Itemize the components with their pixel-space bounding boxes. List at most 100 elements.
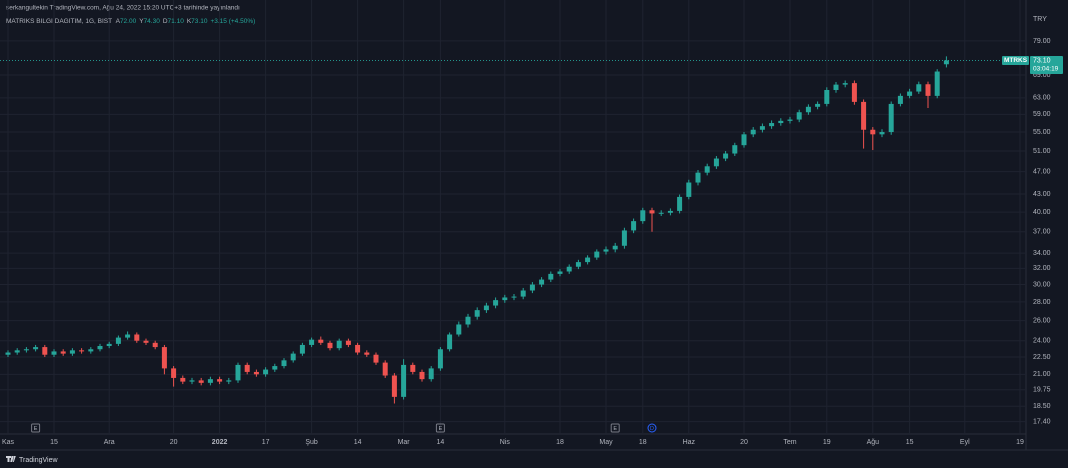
candle-body (23, 349, 29, 351)
candles (5, 56, 949, 404)
x-tick-label: Nis (500, 439, 511, 446)
candle-body (778, 120, 784, 124)
publisher: serkangultekin TradingView.com, Ağu 24, … (6, 5, 240, 12)
brand-name: TradingView (19, 457, 58, 464)
candle-body (842, 83, 848, 85)
y-tick-label: 55.00 (1033, 129, 1051, 136)
candle-body (677, 196, 683, 211)
candle-body (493, 300, 499, 306)
x-tick-label: Ağu (867, 439, 880, 446)
candle-body (649, 210, 655, 214)
y-tick-label: 34.00 (1033, 250, 1051, 257)
candle-body (667, 210, 673, 213)
candle-body (299, 344, 305, 354)
candle-body (152, 342, 158, 348)
candle-body (382, 362, 388, 376)
candle-body (428, 368, 434, 380)
event-marker (610, 423, 620, 433)
candle-body (502, 297, 508, 301)
candle-body (198, 380, 204, 383)
candle-body (456, 324, 462, 335)
candle-body (14, 350, 20, 353)
x-tick-label: 17 (262, 439, 270, 446)
candle-body (465, 316, 471, 325)
candle-body (235, 364, 241, 381)
y-tick-label: 79.00 (1033, 38, 1051, 45)
candle-body (401, 364, 407, 397)
x-tick-label: 14 (437, 439, 445, 446)
x-tick-label: 19 (823, 439, 831, 446)
candle-body (640, 210, 646, 222)
legend-key: D (163, 18, 168, 25)
candle-body (373, 354, 379, 363)
candle-body (125, 334, 131, 338)
legend-value: 72.00 (120, 18, 137, 25)
y-tick-label: 18.50 (1033, 403, 1051, 410)
candle-body (529, 284, 535, 291)
candle-body (281, 360, 287, 367)
legend-value: 73.10 (191, 18, 208, 25)
candle-body (327, 342, 333, 349)
candle-body (870, 129, 876, 135)
y-tick-label: 24.00 (1033, 338, 1051, 345)
x-tick-label: Mar (398, 439, 411, 446)
candle-body (272, 366, 278, 370)
y-tick-label: 69.00 (1033, 72, 1051, 79)
candle-body (916, 84, 922, 92)
x-tick-label: Şub (305, 439, 318, 446)
candle-body (907, 91, 913, 96)
y-tick-label: 59.00 (1033, 111, 1051, 118)
y-tick-label: 40.00 (1033, 209, 1051, 216)
candle-body (143, 340, 149, 343)
candle-body (612, 245, 618, 250)
candle-body (410, 364, 416, 372)
candle-body (805, 106, 811, 113)
candle-body (631, 221, 637, 231)
x-tick-label: 15 (50, 439, 58, 446)
candle-body (621, 230, 627, 246)
event-label: E (613, 426, 617, 432)
candle-body (42, 347, 48, 355)
event-label: E (439, 426, 443, 432)
candle-body (548, 273, 554, 280)
x-tick-label: Eyl (960, 439, 970, 446)
candle-body (263, 369, 269, 375)
price-tag: 73.10 (1033, 57, 1051, 64)
candle-body (851, 83, 857, 102)
candle-body (943, 60, 949, 65)
candle-body (511, 296, 517, 298)
candle-body (391, 375, 397, 397)
event-label: E (34, 426, 38, 432)
candle-body (483, 305, 489, 311)
candle-body (520, 290, 526, 297)
legend-value: 74.30 (144, 18, 161, 25)
candle-body (695, 172, 701, 183)
brand-logo (6, 456, 16, 462)
x-tick-label: Kas (2, 439, 15, 446)
candle-body (879, 132, 885, 135)
candle-body (207, 379, 213, 383)
candle-body (180, 377, 186, 382)
event-label: D (650, 426, 654, 432)
candle-body (217, 379, 223, 382)
candle-body (437, 349, 443, 369)
symbol-tag-bg (1002, 55, 1029, 65)
candle-body (419, 371, 425, 380)
candle-body (60, 351, 66, 354)
x-tick-label: 19 (1016, 439, 1024, 446)
candle-body (723, 153, 729, 159)
candle-body (364, 352, 370, 355)
y-axis-label: TRY (1033, 16, 1047, 23)
legend-title: MATRIKS BILGI DAGITIM, 1G, BIST (6, 18, 112, 25)
candle-body (704, 166, 710, 173)
y-tick-label: 63.00 (1033, 95, 1051, 102)
candle-body (787, 119, 793, 121)
candle-body (355, 344, 361, 353)
x-tick-label: 14 (354, 439, 362, 446)
footer-bar (0, 450, 1068, 468)
candle-body (97, 346, 103, 350)
candle-body (309, 339, 315, 345)
y-tick-label: 47.00 (1033, 168, 1051, 175)
